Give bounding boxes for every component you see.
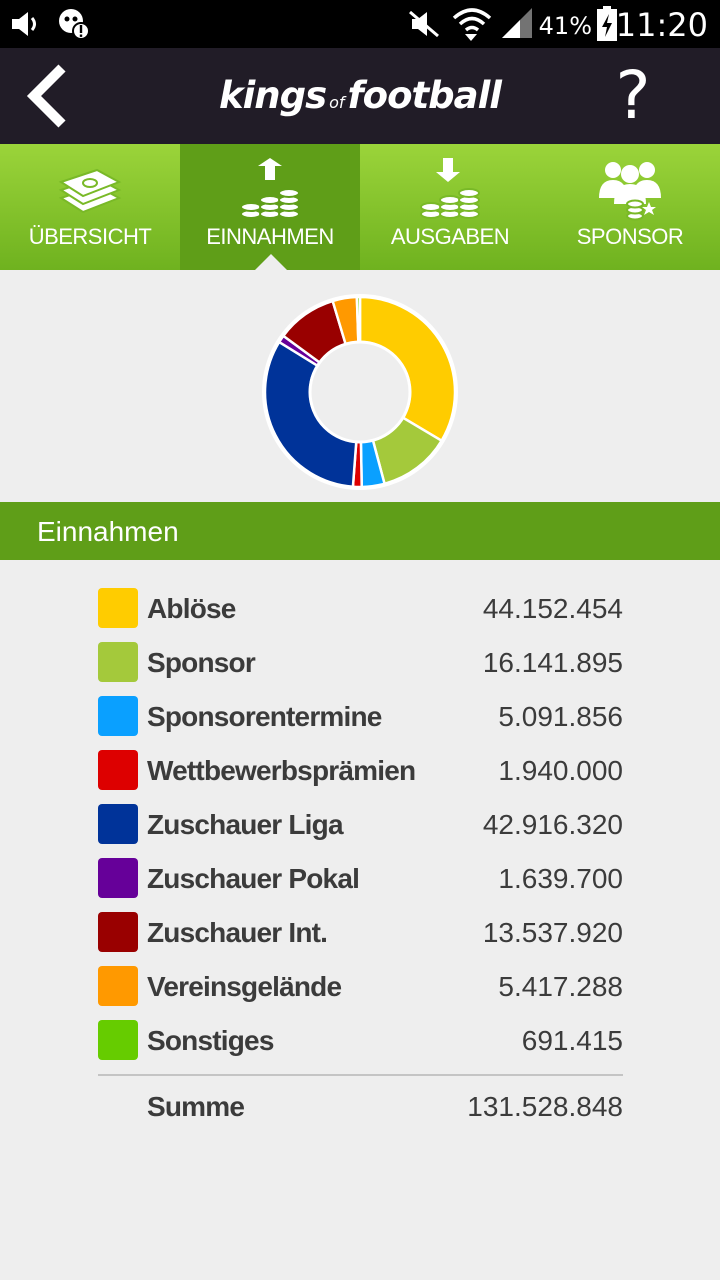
tab-ausgaben[interactable]: AUSGABEN (360, 144, 540, 270)
item-value: 44.152.454 (482, 593, 623, 624)
item-value: 5.091.856 (498, 701, 623, 732)
legend-item: Ablöse 44.152.454 (98, 582, 623, 636)
item-label: Ablöse (147, 593, 236, 624)
mute-icon (409, 10, 439, 38)
color-swatch (98, 912, 138, 952)
legend-item: Zuschauer Int. 13.537.920 (98, 906, 623, 960)
money-stack-icon (58, 168, 122, 214)
color-swatch (98, 696, 138, 736)
item-label: Zuschauer Liga (147, 809, 344, 840)
income-donut-chart (262, 294, 458, 490)
app-logo: kings offootball (218, 74, 502, 117)
section-title: Einnahmen (37, 516, 179, 547)
chevron-left-icon (26, 64, 66, 128)
donut-hole (308, 340, 412, 444)
wifi-icon (452, 8, 492, 41)
status-bar: 41% 11:20 (0, 0, 720, 48)
donut-slice-9 (355, 295, 362, 344)
total-value: 131.528.848 (467, 1091, 623, 1122)
item-label: Wettbewerbsprämien (147, 755, 416, 786)
tab-label: SPONSOR (576, 224, 684, 249)
tab-bar: ÜBERSICHT EINNAHMEN AUSGABEN (0, 144, 720, 270)
legend-item: Sponsor 16.141.895 (98, 636, 623, 690)
item-value: 13.537.920 (482, 917, 623, 948)
item-value: 5.417.288 (498, 971, 623, 1002)
item-label: Sponsorentermine (147, 701, 382, 732)
legend-item: Vereinsgelände 5.417.288 (98, 960, 623, 1014)
clock: 11:20 (615, 6, 708, 44)
income-legend: Ablöse 44.152.454 Sponsor 16.141.895 Sponsor… (98, 582, 623, 1068)
legend-item: Wettbewerbsprämien 1.940.000 (98, 744, 623, 798)
item-value: 691.415 (521, 1025, 623, 1056)
signal-icon (502, 8, 532, 38)
active-tab-indicator (255, 254, 287, 270)
battery-percent: 41% (538, 12, 592, 40)
color-swatch (98, 642, 138, 682)
item-label: Sonstiges (147, 1025, 274, 1056)
tab-label: EINNAHMEN (206, 224, 334, 249)
color-swatch (98, 804, 138, 844)
tab-sponsor[interactable]: SPONSOR (540, 144, 720, 270)
item-value: 1.639.700 (498, 863, 623, 894)
legend-item: Zuschauer Pokal 1.639.700 (98, 852, 623, 906)
coins-up-icon (240, 158, 300, 219)
tab-uebersicht[interactable]: ÜBERSICHT (0, 144, 180, 270)
notification-icon (59, 9, 90, 40)
item-label: Zuschauer Pokal (147, 863, 360, 894)
back-button[interactable] (20, 62, 84, 130)
divider (98, 1074, 623, 1076)
total-label: Summe (147, 1091, 245, 1122)
tab-label: ÜBERSICHT (28, 224, 152, 249)
item-value: 42.916.320 (482, 809, 623, 840)
sponsor-people-icon (599, 162, 661, 221)
item-value: 16.141.895 (482, 647, 623, 678)
tab-einnahmen[interactable]: EINNAHMEN (180, 144, 360, 270)
legend-item: Zuschauer Liga 42.916.320 (98, 798, 623, 852)
color-swatch (98, 750, 138, 790)
total-row: Summe 131.528.848 (98, 1080, 623, 1134)
tab-label: AUSGABEN (390, 224, 510, 249)
section-header: Einnahmen (0, 502, 720, 560)
color-swatch (98, 858, 138, 898)
item-value: 1.940.000 (498, 755, 623, 786)
battery-icon (597, 6, 617, 41)
item-label: Zuschauer Int. (147, 917, 328, 948)
legend-item: Sonstiges 691.415 (98, 1014, 623, 1068)
item-label: Vereinsgelände (147, 971, 342, 1002)
item-label: Sponsor (147, 647, 256, 678)
volume-icon (12, 12, 36, 36)
app-header: kings offootball ? (0, 48, 720, 144)
coins-down-icon (420, 158, 480, 219)
help-button[interactable]: ? (615, 57, 651, 134)
color-swatch (98, 1020, 138, 1060)
color-swatch (98, 966, 138, 1006)
legend-item: Sponsorentermine 5.091.856 (98, 690, 623, 744)
color-swatch (98, 588, 138, 628)
